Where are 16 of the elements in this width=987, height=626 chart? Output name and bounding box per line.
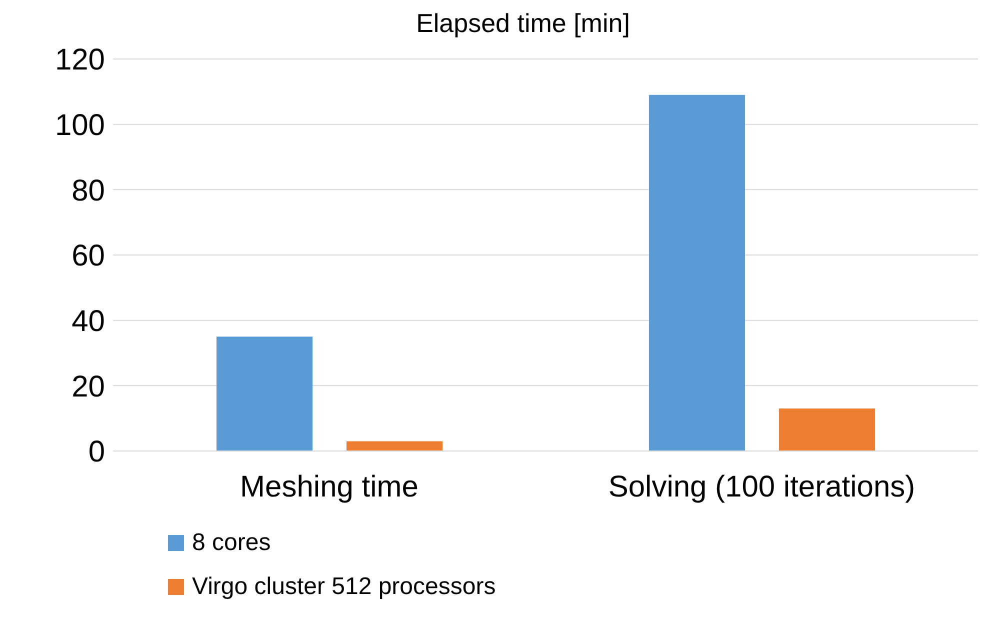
x-tick-label: Meshing time: [240, 470, 418, 504]
legend-label: Virgo cluster 512 processors: [192, 572, 496, 602]
x-tick-label: Solving (100 iterations): [608, 470, 916, 504]
y-tick-label: 20: [72, 370, 105, 404]
y-tick-label: 40: [72, 304, 105, 338]
bar: [216, 336, 312, 451]
bar: [346, 441, 442, 451]
y-tick-label: 100: [54, 108, 105, 142]
bar: [779, 408, 875, 451]
chart-title: Elapsed time [min]: [415, 8, 631, 39]
y-tick-label: 80: [72, 174, 105, 208]
y-tick-label: 60: [72, 240, 105, 273]
y-tick-label: 0: [88, 436, 105, 469]
y-tick-label: 120: [54, 44, 105, 77]
bar: [649, 94, 745, 451]
legend-label: 8 cores: [192, 528, 271, 558]
